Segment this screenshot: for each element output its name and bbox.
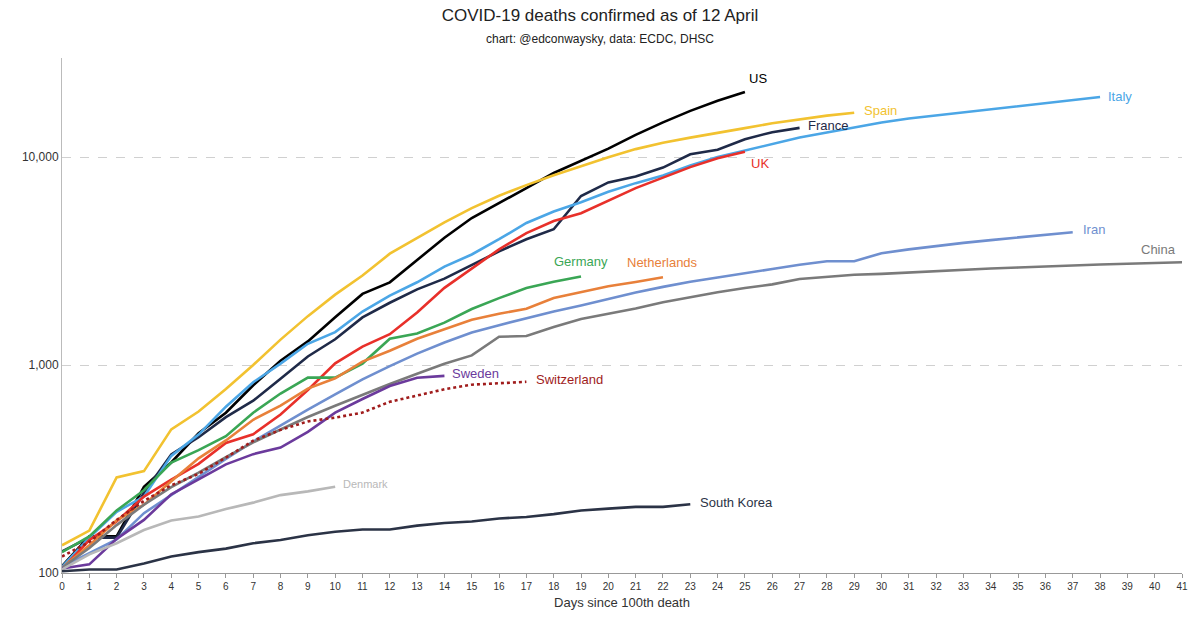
svg-text:40: 40 xyxy=(1149,581,1161,592)
svg-text:12: 12 xyxy=(384,581,396,592)
svg-text:5: 5 xyxy=(196,581,202,592)
svg-text:6: 6 xyxy=(223,581,229,592)
svg-text:30: 30 xyxy=(876,581,888,592)
svg-text:21: 21 xyxy=(630,581,642,592)
svg-text:100: 100 xyxy=(39,566,59,580)
svg-text:39: 39 xyxy=(1122,581,1134,592)
svg-text:US: US xyxy=(749,71,767,86)
svg-text:3: 3 xyxy=(141,581,147,592)
svg-text:Italy: Italy xyxy=(1108,89,1132,104)
svg-text:34: 34 xyxy=(985,581,997,592)
svg-text:20: 20 xyxy=(603,581,615,592)
svg-text:China: China xyxy=(1141,242,1176,257)
svg-text:11: 11 xyxy=(357,581,368,592)
svg-text:35: 35 xyxy=(1013,581,1025,592)
svg-text:COVID-19 deaths confirmed as o: COVID-19 deaths confirmed as of 12 April… xyxy=(442,6,759,46)
svg-text:1,000: 1,000 xyxy=(29,358,59,372)
svg-text:32: 32 xyxy=(931,581,943,592)
svg-text:2: 2 xyxy=(114,581,120,592)
svg-text:UK: UK xyxy=(751,156,769,171)
svg-text:19: 19 xyxy=(575,581,587,592)
svg-text:18: 18 xyxy=(548,581,560,592)
svg-text:14: 14 xyxy=(439,581,451,592)
svg-text:0: 0 xyxy=(59,581,65,592)
svg-text:Switzerland: Switzerland xyxy=(536,372,603,387)
svg-text:Denmark: Denmark xyxy=(343,478,388,490)
svg-text:16: 16 xyxy=(494,581,506,592)
svg-text:1: 1 xyxy=(87,581,93,592)
svg-text:15: 15 xyxy=(466,581,478,592)
svg-text:South Korea: South Korea xyxy=(700,495,773,510)
svg-text:36: 36 xyxy=(1040,581,1052,592)
svg-text:17: 17 xyxy=(521,581,533,592)
svg-text:26: 26 xyxy=(767,581,779,592)
svg-text:10: 10 xyxy=(330,581,342,592)
svg-text:Days since 100th death: Days since 100th death xyxy=(554,595,690,610)
svg-text:13: 13 xyxy=(412,581,424,592)
svg-text:Sweden: Sweden xyxy=(452,366,499,381)
svg-text:8: 8 xyxy=(278,581,284,592)
svg-text:33: 33 xyxy=(958,581,970,592)
svg-text:France: France xyxy=(808,118,848,133)
svg-text:9: 9 xyxy=(305,581,311,592)
svg-text:31: 31 xyxy=(903,581,915,592)
svg-text:27: 27 xyxy=(794,581,806,592)
svg-text:25: 25 xyxy=(739,581,751,592)
svg-text:37: 37 xyxy=(1067,581,1079,592)
svg-text:Spain: Spain xyxy=(864,103,897,118)
svg-text:22: 22 xyxy=(657,581,669,592)
svg-text:Iran: Iran xyxy=(1083,222,1105,237)
svg-text:29: 29 xyxy=(849,581,861,592)
svg-text:7: 7 xyxy=(250,581,256,592)
svg-text:4: 4 xyxy=(168,581,174,592)
svg-text:38: 38 xyxy=(1094,581,1106,592)
svg-text:41: 41 xyxy=(1176,581,1188,592)
svg-text:28: 28 xyxy=(821,581,833,592)
svg-text:10,000: 10,000 xyxy=(22,150,59,164)
svg-text:Netherlands: Netherlands xyxy=(627,255,698,270)
svg-text:23: 23 xyxy=(685,581,697,592)
svg-text:Germany: Germany xyxy=(554,254,608,269)
svg-text:24: 24 xyxy=(712,581,724,592)
